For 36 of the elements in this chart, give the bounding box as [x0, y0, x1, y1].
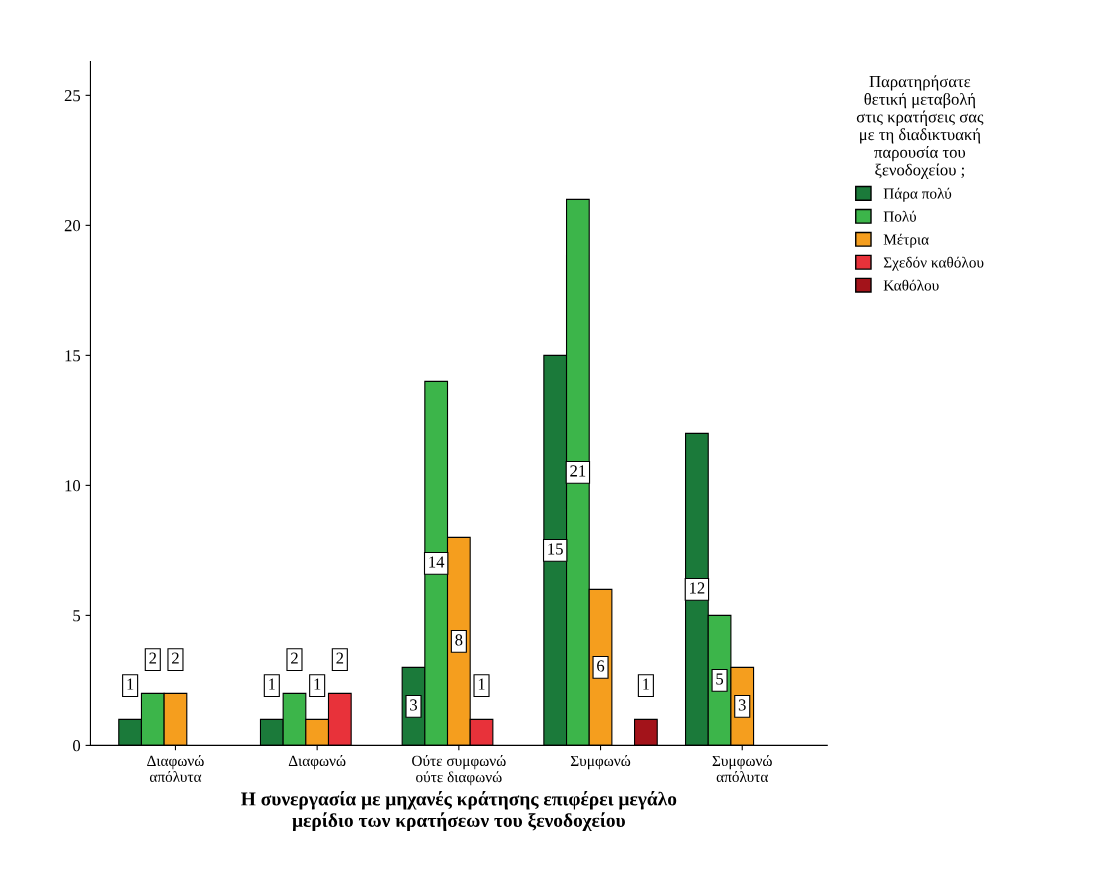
- data-label: 2: [336, 652, 344, 664]
- x-tick-label: Συμφωνώ απόλυτα: [712, 755, 772, 783]
- x-axis-title: Η συνεργασία με μηχανές κράτησης επιφέρει μεγάλο μερίδιο των κρατήσεων του ξενοδοχείου: [241, 790, 677, 831]
- legend-label: Καθόλου: [883, 279, 939, 291]
- y-tick-label: 0: [73, 740, 81, 752]
- data-label: 2: [291, 652, 298, 664]
- data-label: 12: [690, 582, 705, 594]
- data-label: 15: [548, 543, 563, 555]
- data-label: 14: [429, 556, 445, 568]
- legend-label: Πάρα πολύ: [883, 187, 952, 202]
- x-tick-label: Διαφωνώ: [288, 755, 346, 770]
- data-label: 1: [643, 678, 650, 690]
- y-tick-label: 5: [73, 610, 81, 622]
- data-label: 1: [127, 678, 134, 690]
- data-label: 1: [314, 678, 321, 690]
- data-label: 1: [269, 678, 275, 690]
- data-label: 6: [597, 660, 605, 672]
- legend-label: Μέτρια: [883, 233, 929, 248]
- y-tick-label: 10: [65, 480, 81, 492]
- x-tick-label: Διαφωνώ απόλυτα: [147, 755, 204, 783]
- y-tick-label: 15: [65, 350, 81, 362]
- x-tick-label: Ούτε συμφωνώ ούτε διαφωνώ: [412, 755, 506, 786]
- data-label: 5: [716, 673, 724, 685]
- y-tick-label: 20: [64, 220, 81, 232]
- data-label: 21: [570, 465, 586, 477]
- data-label: 3: [410, 699, 418, 711]
- data-label: 8: [455, 634, 463, 646]
- legend-title: Παρατηρήσατε θετική μεταβολή στις κρατήσεις σας με τη διαδικτυακή παρουσία του ξενοδοχείου ;: [856, 75, 984, 179]
- data-label: 3: [738, 699, 746, 711]
- legend-label: Πολύ: [883, 210, 917, 222]
- data-label: 2: [172, 652, 179, 664]
- data-label: 2: [149, 652, 157, 664]
- x-tick-label: Συμφωνώ: [570, 755, 631, 770]
- y-tick-label: 25: [64, 90, 81, 102]
- legend-label: Σχεδόν καθόλου: [883, 256, 984, 271]
- data-label: 1: [478, 678, 485, 690]
